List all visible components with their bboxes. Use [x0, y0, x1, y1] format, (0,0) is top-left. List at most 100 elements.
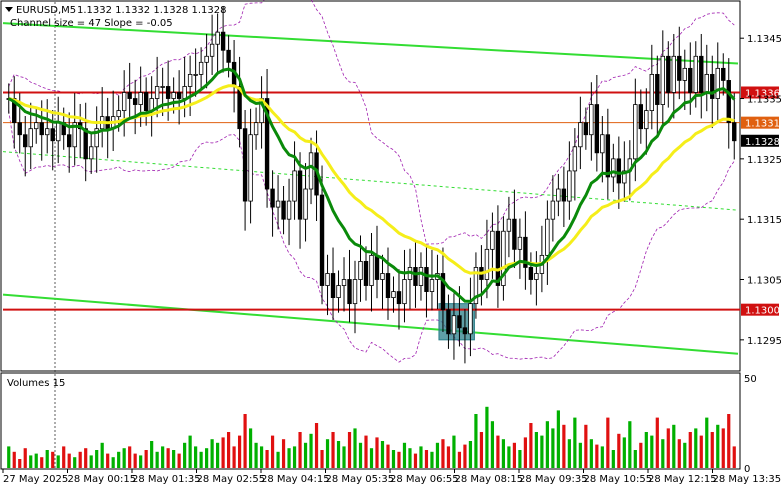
candle-body: [529, 267, 533, 279]
volume-bar: [447, 446, 450, 468]
candle-body: [309, 153, 313, 189]
volume-bar: [700, 436, 703, 468]
volume-bar: [326, 439, 329, 468]
volume-bar: [167, 448, 170, 468]
volume-bar: [540, 436, 543, 468]
volume-bar: [183, 443, 186, 468]
candle-body: [403, 280, 407, 304]
candle-body: [298, 171, 302, 219]
volume-bar: [705, 418, 708, 468]
candle-body: [721, 68, 725, 80]
volume-bar: [573, 418, 576, 468]
volume-bar: [123, 448, 126, 468]
volume-bar: [161, 446, 164, 468]
candle-body: [419, 267, 423, 285]
volume-bar: [689, 432, 692, 468]
x-tick-label: 28 May 08:15: [455, 474, 524, 485]
volumes-label: Volumes 15: [7, 378, 65, 389]
candle-body: [139, 92, 143, 104]
volume-bar: [271, 436, 274, 468]
candle-body: [133, 99, 137, 105]
volume-bar: [661, 439, 664, 468]
candle-body: [562, 189, 566, 201]
candle-body: [710, 74, 714, 98]
candle-body: [392, 292, 396, 298]
volume-bar: [392, 450, 395, 468]
volume-bar: [557, 410, 560, 468]
candle-body: [199, 62, 203, 74]
price-level-tag-label: 1.1300: [745, 306, 780, 317]
volume-bar: [656, 418, 659, 468]
candle-body: [227, 50, 231, 62]
candle-body: [177, 92, 181, 98]
candle-body: [381, 273, 385, 279]
candle-body: [634, 105, 638, 159]
candle-body: [518, 237, 522, 249]
volume-bar: [238, 436, 241, 468]
candle-body: [716, 68, 720, 98]
y-tick-label: 1.1315: [747, 215, 781, 226]
candle-body: [276, 201, 280, 207]
candle-body: [645, 111, 649, 129]
candle-body: [584, 123, 588, 135]
candle-body: [612, 159, 616, 177]
candle-body: [254, 123, 258, 135]
volume-bar: [639, 443, 642, 468]
candle-body: [397, 292, 401, 304]
volume-bar: [408, 448, 411, 468]
candle-body: [496, 231, 500, 285]
volume-bar: [590, 439, 593, 468]
candle-body: [568, 171, 572, 201]
volume-bar: [628, 421, 631, 468]
x-tick-label: 28 May 05:35: [326, 474, 395, 485]
volume-bar: [463, 445, 466, 468]
volume-bar: [194, 446, 197, 468]
x-tick-label: 28 May 00:15: [68, 474, 137, 485]
y-tick-label: 1.1305: [747, 276, 781, 287]
candle-body: [188, 74, 192, 86]
x-tick-label: 28 May 12:15: [648, 474, 717, 485]
volume-bar: [672, 425, 675, 468]
volume-bar: [584, 425, 587, 468]
candle-body: [364, 261, 368, 285]
candle-body: [425, 267, 429, 291]
candle-body: [732, 123, 736, 141]
candle-body: [194, 74, 198, 75]
candle-body: [661, 56, 665, 104]
candle-body: [513, 219, 517, 249]
candle-body: [699, 56, 703, 92]
volume-bar: [562, 425, 565, 468]
candle-body: [601, 135, 605, 153]
candle-body: [370, 255, 374, 285]
volume-bar: [227, 432, 230, 468]
volume-bar: [678, 439, 681, 468]
volume-bar: [172, 450, 175, 468]
volume-bar: [304, 443, 307, 468]
volume-bar: [84, 448, 87, 468]
symbol-label: EURUSD,M5: [16, 5, 76, 16]
candle-body: [221, 32, 225, 50]
volume-bar: [425, 450, 428, 468]
candle-body: [243, 129, 247, 201]
volume-bar: [90, 455, 93, 468]
y-tick-label: 1.1345: [747, 34, 781, 45]
volume-bar: [29, 455, 32, 468]
volume-bar: [117, 452, 120, 468]
candle-body: [656, 74, 660, 104]
volume-bar: [79, 452, 82, 468]
volume-bar: [452, 436, 455, 468]
volume-bar: [46, 450, 49, 468]
volume-bar: [68, 454, 71, 468]
volume-bar: [13, 452, 16, 468]
candle-body: [557, 189, 561, 201]
volume-bar: [403, 443, 406, 468]
candle-body: [683, 68, 687, 80]
volume-bar: [232, 446, 235, 468]
candle-body: [650, 74, 654, 110]
candle-body: [551, 201, 555, 219]
candle-body: [155, 86, 159, 98]
candle-body: [34, 123, 38, 129]
candle-body: [56, 123, 60, 141]
volume-bar: [711, 432, 714, 468]
